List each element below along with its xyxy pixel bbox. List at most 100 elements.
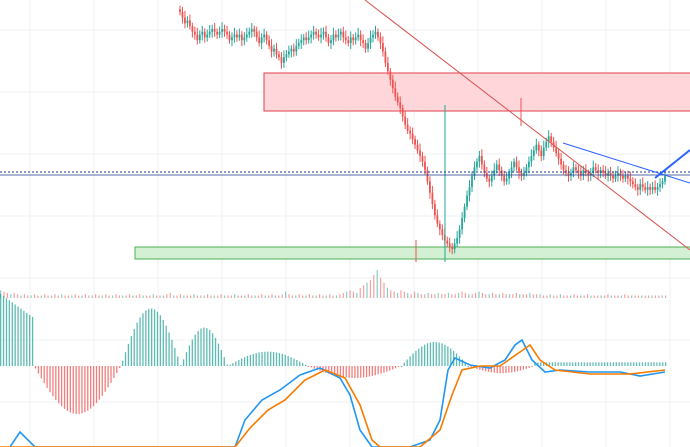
macd-histogram-bar: [450, 348, 452, 366]
macd-histogram-bar: [20, 308, 22, 366]
volume-bar: [23, 294, 25, 298]
volume-bar: [512, 294, 514, 298]
candle-body: [191, 26, 194, 32]
candle-body: [416, 144, 419, 151]
candle-body: [646, 187, 649, 190]
candle-body: [283, 57, 285, 63]
macd-histogram-bar: [354, 366, 356, 378]
volume-bar: [27, 295, 29, 298]
volume-bar: [159, 295, 161, 298]
macd-histogram-bar: [519, 366, 522, 371]
volume-bar: [570, 295, 572, 298]
candle-body: [429, 181, 431, 193]
volume-bar: [179, 294, 182, 298]
macd-histogram-bar: [101, 366, 103, 396]
macd-histogram-bar: [165, 325, 167, 366]
macd-histogram-bar: [226, 364, 228, 366]
volume-bar: [637, 295, 640, 298]
macd-histogram-bar: [159, 315, 162, 366]
macd-histogram-bar: [647, 362, 649, 366]
wedge-upper-line: [562, 142, 690, 184]
macd-histogram-bar: [505, 366, 507, 374]
candle-body: [468, 187, 471, 196]
macd-histogram-bar: [429, 342, 432, 366]
support-zone: [134, 246, 690, 260]
macd-histogram-bar: [177, 356, 179, 366]
breakout-arrow-line: [654, 149, 690, 179]
candle-body: [453, 243, 456, 250]
macd-histogram-bar: [194, 334, 196, 366]
macd-histogram-bar: [191, 339, 193, 366]
candle-body: [391, 79, 394, 89]
candle-body: [532, 150, 535, 156]
candle-body: [211, 28, 214, 32]
macd-histogram-bar: [563, 362, 565, 366]
candle-body: [525, 167, 528, 173]
macd-histogram-bar: [182, 359, 185, 366]
candle-body: [651, 187, 654, 190]
macd-histogram-bar: [5, 298, 8, 366]
candle-body: [357, 34, 360, 38]
macd-histogram-bar: [598, 362, 600, 366]
volume-bar: [363, 285, 365, 298]
macd-histogram-bar: [406, 359, 408, 366]
volume-bar: [71, 295, 73, 298]
macd-histogram-bar: [255, 353, 257, 366]
candle-body: [275, 48, 278, 55]
volume-bar: [210, 295, 212, 298]
candle-body: [547, 136, 550, 142]
volume-bar: [105, 294, 107, 298]
macd-histogram-bar: [540, 362, 542, 366]
macd-histogram-bar: [615, 362, 617, 366]
volume-bar: [369, 280, 372, 298]
volume-bar: [400, 290, 402, 298]
candle-body: [518, 167, 520, 173]
macd-histogram-bar: [339, 366, 342, 377]
macd-histogram-bar: [502, 366, 504, 374]
volume-bar: [559, 294, 562, 298]
macd-histogram-bar: [537, 362, 539, 366]
macd-histogram-bar: [482, 366, 484, 371]
candle-body: [233, 34, 236, 38]
macd-histogram-bar: [624, 362, 626, 366]
macd-histogram-bar: [185, 352, 188, 366]
macd-histogram-bar: [119, 366, 121, 369]
candle-body: [362, 40, 365, 44]
macd-histogram-bar: [55, 366, 57, 401]
volume-bar: [634, 295, 636, 298]
volume-bar: [20, 295, 22, 298]
volume-bar: [206, 294, 209, 298]
volume-bar: [390, 290, 392, 298]
volume-bar: [61, 294, 63, 298]
volume-bar: [291, 295, 293, 298]
macd-histogram-bar: [560, 362, 562, 366]
candle-body: [424, 161, 426, 171]
candle-body: [458, 229, 461, 238]
macd-histogram-bar: [589, 362, 591, 366]
volume-bar: [230, 295, 232, 298]
volume-bar: [359, 287, 361, 298]
macd-histogram-bar: [31, 316, 34, 366]
macd-histogram-bar: [310, 366, 313, 368]
macd-histogram-bar: [223, 357, 225, 366]
macd-histogram-bar: [490, 366, 493, 373]
macd-histogram-bar: [162, 319, 164, 366]
macd-histogram-bar: [241, 358, 243, 366]
macd-histogram-bar: [78, 366, 80, 414]
volume-bar: [125, 295, 127, 298]
candle-body: [258, 37, 261, 44]
macd-line: [9, 338, 666, 447]
macd-histogram-bar: [386, 366, 388, 372]
volume-bar: [278, 295, 280, 298]
macd-histogram-bar: [612, 362, 615, 366]
macd-histogram-bar: [458, 356, 461, 366]
macd-histogram-bar: [153, 309, 156, 366]
volume-bar: [627, 295, 629, 298]
candle-body: [320, 34, 322, 38]
volume-bar: [190, 295, 192, 298]
volume-bar: [641, 295, 643, 298]
volume-bar: [298, 294, 300, 298]
macd-histogram-bar: [662, 362, 664, 366]
